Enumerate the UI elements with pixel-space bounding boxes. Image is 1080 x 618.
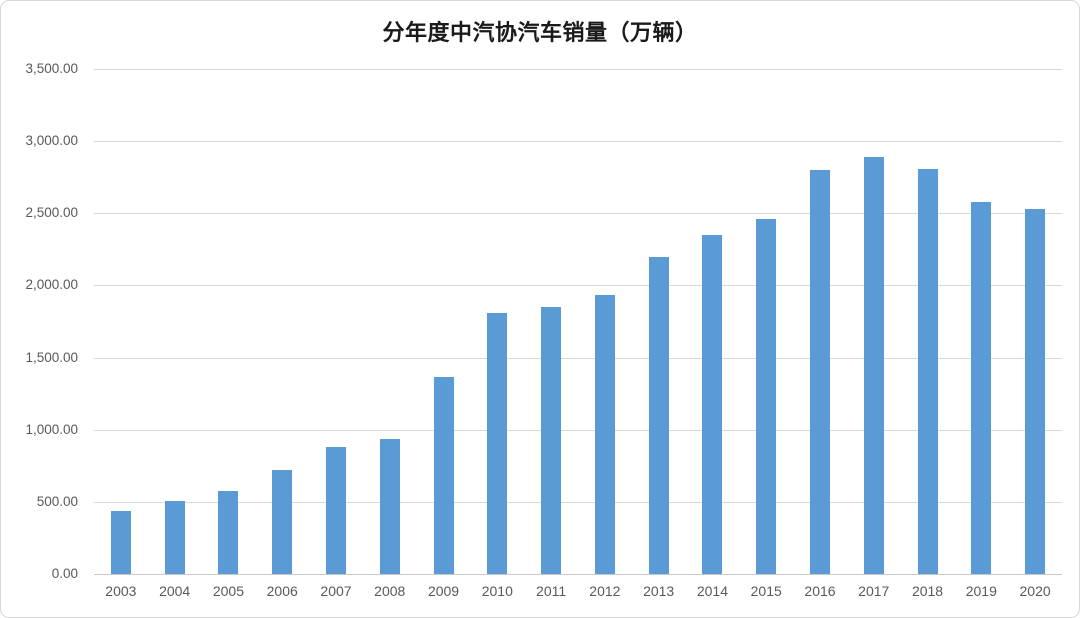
- gridline-3500: [94, 69, 1062, 70]
- plot-area: 0.00 500.00 1,000.00 1,500.00 2,000.00 2,500.…: [25, 61, 1062, 599]
- gridline-2000: [94, 285, 1062, 287]
- x-tick-label-2004: 2004: [159, 583, 191, 599]
- x-tick-label-2016: 2016: [804, 583, 836, 599]
- x-tick-label-2005: 2005: [212, 583, 244, 599]
- gridline-1500: [94, 357, 1062, 359]
- gridline-2500: [94, 213, 1062, 215]
- y-tick-label-1000: 1,000.00: [25, 421, 78, 437]
- bar-2015: [756, 219, 777, 574]
- y-tick-label-0: 0.00: [51, 566, 78, 581]
- x-tick-label-2010: 2010: [481, 583, 513, 599]
- y-tick-label-3000: 3,000.00: [25, 133, 78, 149]
- bar-2014: [702, 235, 723, 574]
- x-tick-label-2007: 2007: [320, 583, 352, 599]
- bar-2010: [487, 313, 508, 574]
- y-tick-label-3500: 3,500.00: [25, 61, 78, 76]
- gridline-1000: [94, 429, 1062, 431]
- x-tick-label-2006: 2006: [266, 583, 298, 599]
- bar-2013: [648, 256, 669, 574]
- x-tick-label-2012: 2012: [589, 583, 621, 599]
- bar-2012: [594, 295, 615, 574]
- y-tick-label-1500: 1,500.00: [25, 349, 78, 365]
- bar-2008: [379, 438, 400, 574]
- x-tick-label-2019: 2019: [965, 583, 997, 599]
- bar-2019: [971, 202, 992, 574]
- x-axis-line: [94, 574, 1062, 575]
- x-tick-label-2013: 2013: [643, 583, 675, 599]
- bar-2018: [917, 168, 938, 574]
- x-tick-label-2017: 2017: [858, 583, 890, 599]
- bar-2004: [164, 500, 185, 574]
- bar-2020: [1025, 208, 1046, 574]
- bar-2003: [110, 510, 131, 574]
- x-tick-label-2014: 2014: [696, 583, 728, 599]
- x-tick-label-2015: 2015: [750, 583, 782, 599]
- y-tick-label-500: 500.00: [36, 493, 78, 509]
- bar-2007: [326, 447, 346, 574]
- x-tick-label-2003: 2003: [105, 583, 137, 599]
- x-tick-label-2009: 2009: [427, 583, 460, 599]
- chart-title: 分年度中汽协汽车销量（万辆）: [382, 20, 698, 45]
- bar-2017: [863, 157, 884, 574]
- x-tick-label-2018: 2018: [911, 583, 944, 599]
- y-tick-label-2000: 2,000.00: [25, 277, 78, 293]
- bar-2011: [541, 307, 562, 574]
- gridline-3000: [94, 141, 1062, 143]
- x-tick-label-2011: 2011: [536, 583, 567, 599]
- bar-2006: [272, 469, 293, 574]
- bar-2009: [433, 377, 454, 574]
- y-tick-label-2500: 2,500.00: [25, 205, 78, 221]
- bar-2016: [810, 169, 830, 574]
- bar-2005: [218, 490, 239, 574]
- x-tick-label-2020: 2020: [1019, 583, 1051, 599]
- x-tick-label-2008: 2008: [374, 583, 406, 599]
- gridline-500: [94, 501, 1062, 503]
